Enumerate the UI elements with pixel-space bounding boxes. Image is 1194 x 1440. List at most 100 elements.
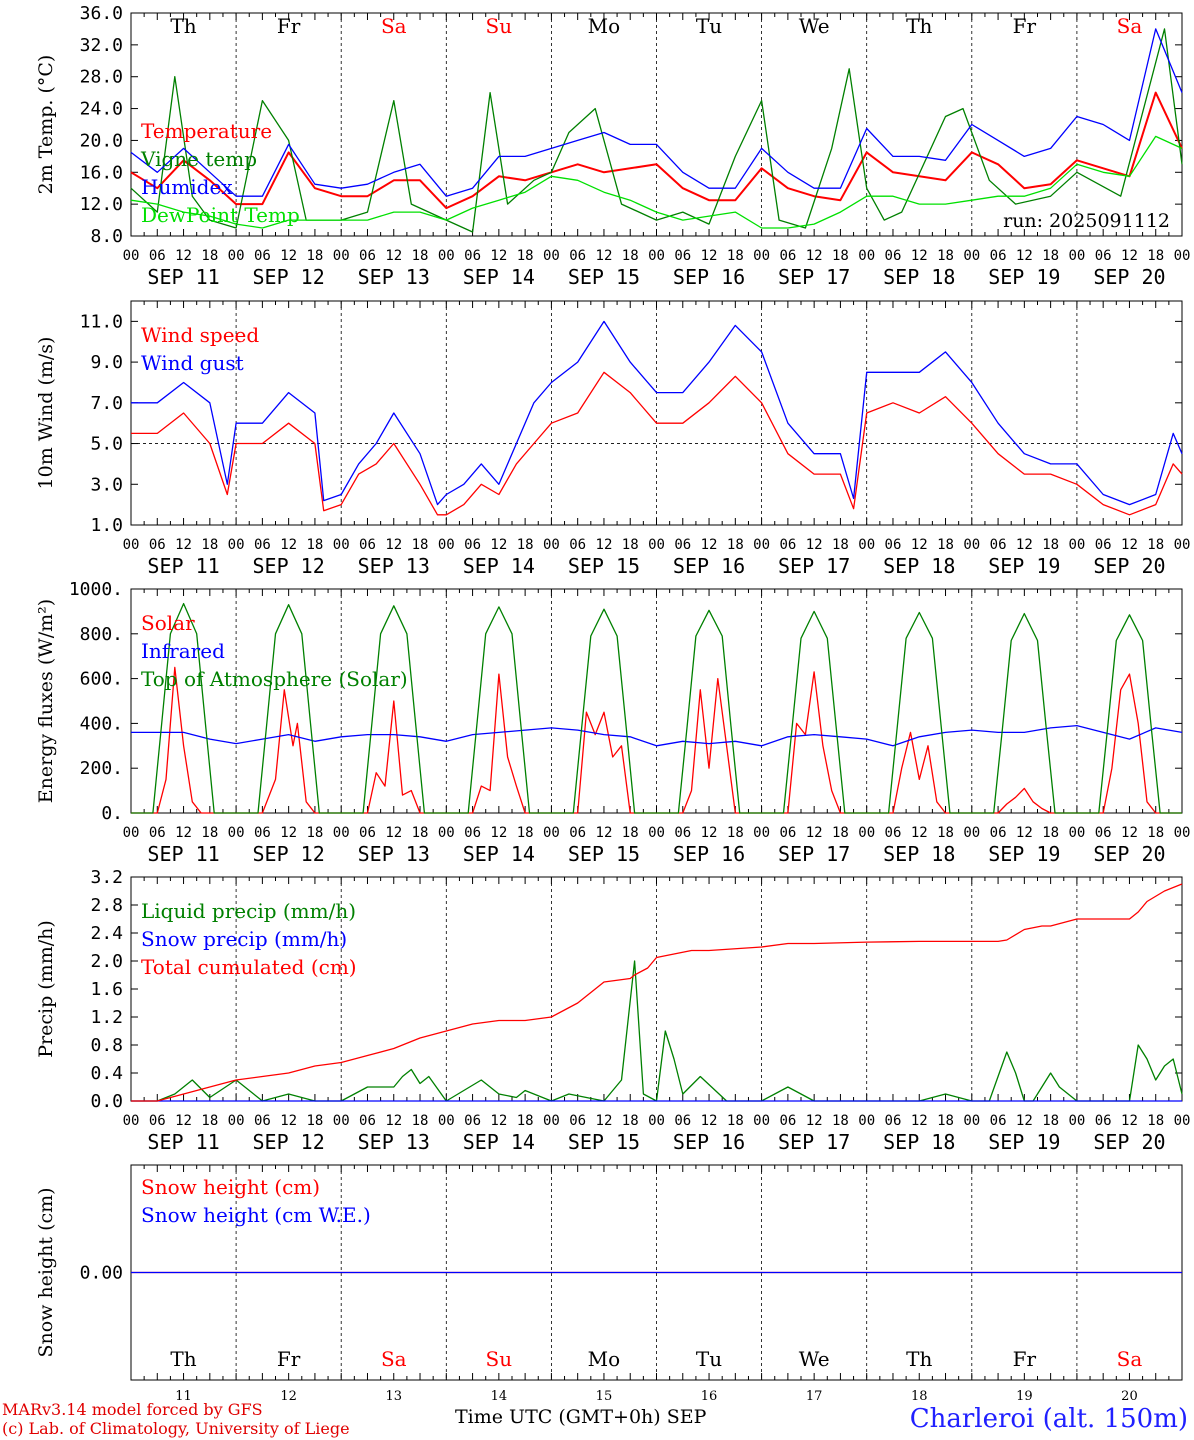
- x-hour-label: 00: [753, 537, 770, 553]
- legend-snow-height-cm-: Snow height (cm): [141, 1175, 320, 1199]
- x-hour-label: 18: [727, 537, 744, 553]
- x-hour-label: 00: [543, 248, 560, 264]
- y-tick-label: 2.4: [90, 923, 123, 944]
- x-hour-label: 06: [990, 537, 1007, 553]
- x-hour-label: 18: [1147, 1113, 1164, 1129]
- day-number: 20: [1121, 1389, 1138, 1404]
- x-hour-label: 18: [306, 1113, 323, 1129]
- station-label: Charleroi (alt. 150m): [909, 1404, 1188, 1434]
- day-number: 16: [701, 1389, 718, 1404]
- x-hour-label: 00: [333, 825, 350, 841]
- x-date-label: SEP 18: [883, 842, 955, 866]
- x-hour-label: 00: [648, 248, 665, 264]
- y-tick-label: 32.0: [80, 35, 123, 56]
- x-hour-label: 00: [543, 825, 560, 841]
- day-number: 14: [491, 1389, 508, 1404]
- x-hour-label: 06: [149, 825, 166, 841]
- day-number: 11: [175, 1389, 192, 1404]
- x-date-label: SEP 12: [253, 842, 325, 866]
- x-date-label: SEP 18: [883, 1130, 955, 1154]
- x-hour-label: 18: [937, 537, 954, 553]
- x-hour-label: 06: [254, 537, 271, 553]
- day-name-bottom: Th: [170, 1347, 196, 1371]
- series-line-vigne-temp: [130, 28, 1183, 233]
- x-axis-title: Time UTC (GMT+0h) SEP: [455, 1406, 707, 1428]
- x-hour-label: 06: [359, 248, 376, 264]
- y-tick-label: 1.6: [90, 979, 123, 1000]
- x-hour-label: 00: [438, 248, 455, 264]
- x-hour-label: 12: [596, 1113, 613, 1129]
- x-hour-label: 18: [517, 825, 534, 841]
- y-axis-label: Precip (mm/h): [35, 920, 57, 1058]
- x-date-label: SEP 19: [988, 842, 1060, 866]
- x-hour-label: 06: [149, 1113, 166, 1129]
- x-date-label: SEP 14: [463, 554, 535, 578]
- x-date-label: SEP 20: [1093, 265, 1165, 289]
- x-hour-label: 12: [175, 248, 192, 264]
- day-name-top: Th: [170, 14, 196, 38]
- x-date-label: SEP 14: [463, 265, 535, 289]
- x-hour-label: 06: [885, 825, 902, 841]
- x-date-label: SEP 16: [673, 265, 745, 289]
- x-hour-label: 18: [517, 1113, 534, 1129]
- x-hour-label: 18: [412, 248, 429, 264]
- x-hour-label: 00: [123, 537, 140, 553]
- x-hour-label: 12: [911, 248, 928, 264]
- series-line-humidex: [130, 28, 1183, 197]
- x-hour-label: 12: [280, 537, 297, 553]
- y-axis-label: 10m Wind (m/s): [35, 337, 57, 490]
- x-hour-label: 06: [254, 1113, 271, 1129]
- x-date-label: SEP 13: [358, 842, 430, 866]
- x-hour-label: 06: [779, 1113, 796, 1129]
- x-hour-label: 12: [1016, 537, 1033, 553]
- x-hour-label: 12: [490, 1113, 507, 1129]
- x-date-label: SEP 11: [147, 842, 219, 866]
- x-hour-label: 00: [1174, 825, 1191, 841]
- x-hour-label: 12: [911, 1113, 928, 1129]
- day-name-bottom: Mo: [588, 1347, 621, 1371]
- x-hour-label: 18: [937, 825, 954, 841]
- x-date-label: SEP 19: [988, 265, 1060, 289]
- legend-top-of-atmosphere-solar-: Top of Atmosphere (Solar): [141, 667, 408, 691]
- y-tick-label: 3.2: [90, 867, 123, 888]
- x-date-label: SEP 17: [778, 265, 850, 289]
- x-hour-label: 00: [1174, 1113, 1191, 1129]
- x-date-label: SEP 12: [253, 554, 325, 578]
- x-hour-label: 12: [1121, 1113, 1138, 1129]
- x-date-label: SEP 14: [463, 842, 535, 866]
- x-hour-label: 06: [254, 825, 271, 841]
- legend-total-cumulated-cm-: Total cumulated (cm): [141, 955, 357, 979]
- x-hour-label: 12: [385, 825, 402, 841]
- y-tick-label: 0.00: [80, 1263, 123, 1284]
- x-date-label: SEP 11: [147, 1130, 219, 1154]
- y-tick-label: 200.: [80, 758, 123, 779]
- x-hour-label: 00: [438, 1113, 455, 1129]
- x-hour-label: 06: [885, 248, 902, 264]
- x-hour-label: 06: [569, 1113, 586, 1129]
- day-name-bottom: We: [799, 1347, 830, 1371]
- x-hour-label: 06: [464, 248, 481, 264]
- legend-wind-gust: Wind gust: [141, 351, 244, 375]
- x-hour-label: 12: [701, 1113, 718, 1129]
- series-line-temperature: [130, 91, 1183, 210]
- day-name-top: Sa: [381, 14, 407, 38]
- x-hour-label: 12: [385, 1113, 402, 1129]
- y-tick-label: 0.4: [90, 1063, 123, 1084]
- legend-solar: Solar: [141, 611, 195, 635]
- x-date-label: SEP 17: [778, 1130, 850, 1154]
- x-hour-label: 18: [201, 1113, 218, 1129]
- x-hour-label: 12: [1121, 825, 1138, 841]
- x-date-label: SEP 15: [568, 554, 640, 578]
- x-hour-label: 06: [674, 537, 691, 553]
- x-hour-label: 12: [1121, 248, 1138, 264]
- x-date-label: SEP 11: [147, 554, 219, 578]
- x-hour-label: 18: [1042, 248, 1059, 264]
- y-tick-label: 1000.: [69, 579, 123, 600]
- x-hour-label: 00: [228, 1113, 245, 1129]
- x-hour-label: 00: [648, 1113, 665, 1129]
- x-hour-label: 18: [832, 248, 849, 264]
- x-hour-label: 18: [937, 248, 954, 264]
- day-name-bottom: Su: [486, 1347, 513, 1371]
- x-hour-label: 18: [1042, 825, 1059, 841]
